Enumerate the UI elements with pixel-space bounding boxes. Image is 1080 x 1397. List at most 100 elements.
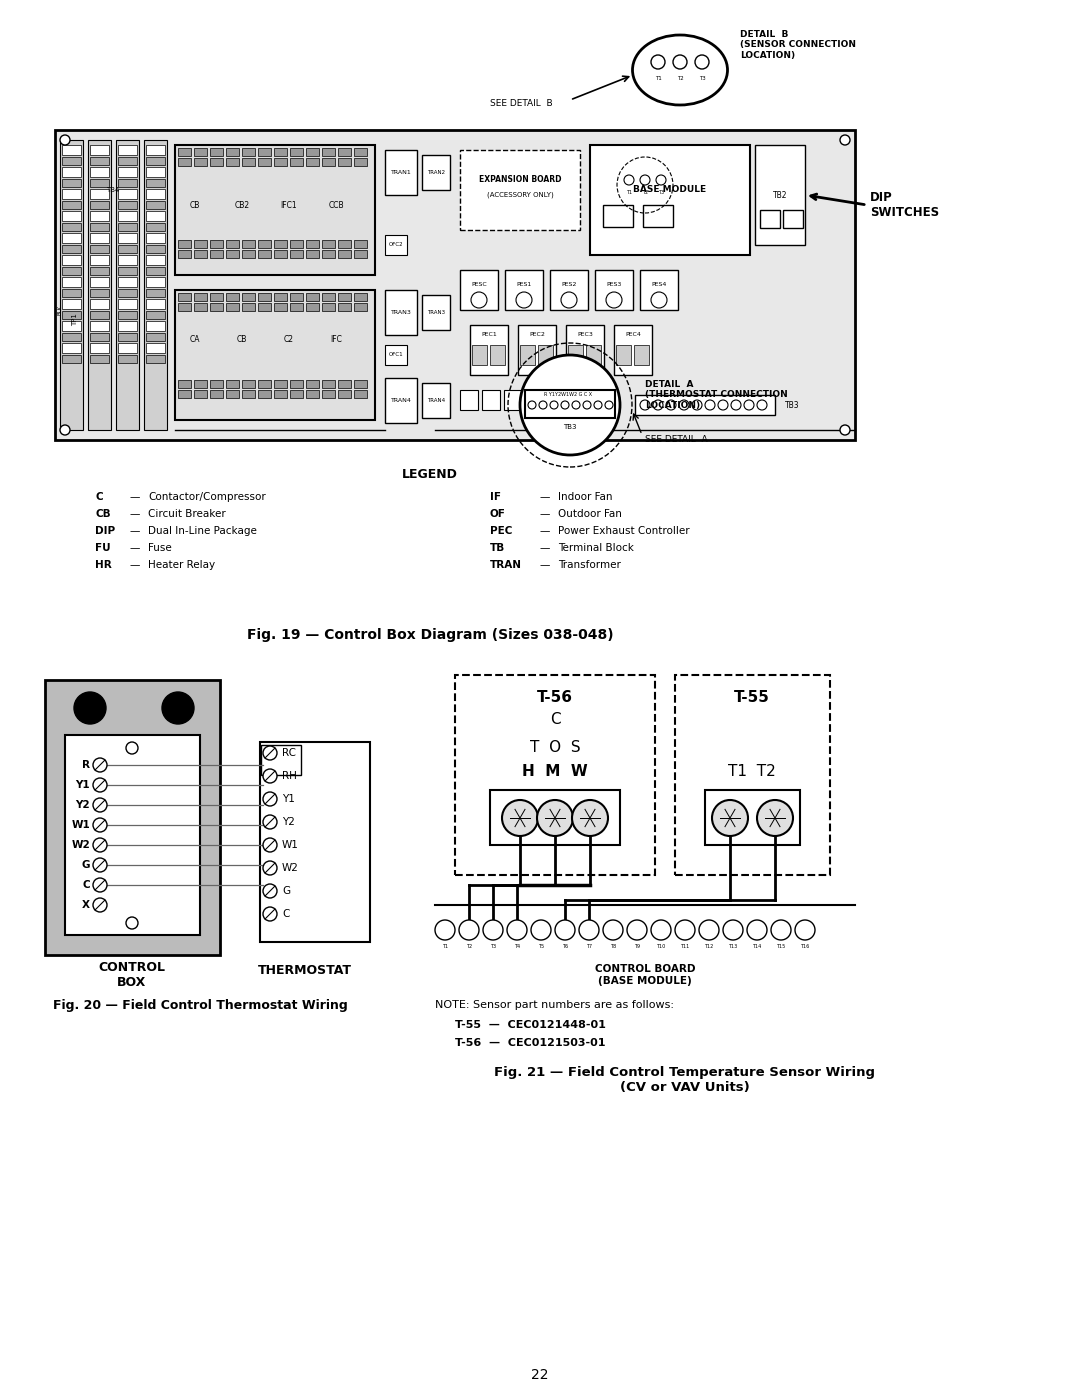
Text: —: — <box>130 527 140 536</box>
Bar <box>118 312 137 319</box>
Bar <box>640 270 678 310</box>
Circle shape <box>264 814 276 828</box>
Bar <box>242 158 255 166</box>
Bar <box>146 355 165 363</box>
Text: C: C <box>95 492 103 502</box>
Text: W2: W2 <box>282 863 299 873</box>
Text: Y1: Y1 <box>76 780 90 789</box>
Bar <box>65 735 200 935</box>
Bar <box>384 345 407 365</box>
Text: PES1: PES1 <box>516 282 531 288</box>
Bar <box>322 240 335 249</box>
Bar <box>60 140 83 430</box>
Bar <box>242 250 255 258</box>
Bar <box>210 293 222 300</box>
Bar <box>90 344 109 353</box>
Bar <box>118 211 137 221</box>
Circle shape <box>471 292 487 307</box>
Text: —: — <box>130 509 140 520</box>
Bar <box>470 326 508 374</box>
Text: IFC: IFC <box>330 335 342 345</box>
Bar <box>146 224 165 231</box>
Bar <box>226 148 239 156</box>
Circle shape <box>507 921 527 940</box>
Bar <box>354 148 367 156</box>
Bar <box>274 380 287 388</box>
Bar <box>306 293 319 300</box>
Bar <box>338 380 351 388</box>
Bar <box>62 244 81 253</box>
Bar <box>322 303 335 312</box>
Bar <box>291 303 303 312</box>
Bar <box>460 390 478 409</box>
Text: T3: T3 <box>490 944 496 950</box>
Bar <box>194 240 207 249</box>
Text: DETAIL  A
(THERMOSTAT CONNECTION
LOCATION): DETAIL A (THERMOSTAT CONNECTION LOCATION… <box>645 380 787 409</box>
Text: CB: CB <box>237 335 247 345</box>
Bar <box>146 179 165 187</box>
Text: T12: T12 <box>704 944 714 950</box>
Text: PEC2: PEC2 <box>529 332 545 338</box>
Text: TRAN: TRAN <box>490 560 522 570</box>
Text: W1: W1 <box>71 820 90 830</box>
Circle shape <box>93 819 107 833</box>
Text: T-55  —  CEC0121448-01: T-55 — CEC0121448-01 <box>455 1020 606 1030</box>
Circle shape <box>572 401 580 409</box>
Bar <box>45 680 220 956</box>
Text: W1: W1 <box>282 840 299 849</box>
Circle shape <box>594 401 602 409</box>
Text: —: — <box>540 560 550 570</box>
Bar <box>538 345 553 365</box>
Bar <box>118 168 137 177</box>
Bar <box>242 380 255 388</box>
Bar <box>291 148 303 156</box>
Text: IFC1: IFC1 <box>281 201 297 210</box>
Bar <box>586 345 600 365</box>
Bar <box>643 205 673 226</box>
Ellipse shape <box>633 35 728 105</box>
Bar <box>384 291 417 335</box>
Text: Outdoor Fan: Outdoor Fan <box>558 509 622 520</box>
Circle shape <box>579 921 599 940</box>
Bar <box>90 145 109 155</box>
Bar <box>603 205 633 226</box>
Bar <box>146 267 165 275</box>
Bar <box>62 277 81 286</box>
Bar <box>338 303 351 312</box>
Text: TRAN3: TRAN3 <box>427 310 445 314</box>
Bar <box>455 675 654 875</box>
Bar <box>258 390 271 398</box>
Bar <box>226 380 239 388</box>
Circle shape <box>561 292 577 307</box>
Text: —: — <box>540 492 550 502</box>
Bar <box>242 293 255 300</box>
Bar <box>90 233 109 243</box>
Text: TRAN4: TRAN4 <box>427 398 445 402</box>
Bar <box>291 250 303 258</box>
Text: DIP: DIP <box>95 527 116 536</box>
Bar <box>226 303 239 312</box>
Bar <box>322 380 335 388</box>
Text: T-55: T-55 <box>734 690 770 704</box>
Bar <box>118 244 137 253</box>
Bar <box>291 390 303 398</box>
Text: T15: T15 <box>777 944 785 950</box>
Circle shape <box>264 907 276 921</box>
Text: PES2: PES2 <box>562 282 577 288</box>
Bar <box>242 303 255 312</box>
Text: T3: T3 <box>699 75 705 81</box>
Bar <box>322 250 335 258</box>
Text: T14: T14 <box>753 944 761 950</box>
Bar <box>118 267 137 275</box>
Circle shape <box>75 692 106 724</box>
Text: TB: TB <box>490 543 505 553</box>
Circle shape <box>264 746 276 760</box>
Text: DIP
SWITCHES: DIP SWITCHES <box>870 191 940 219</box>
Bar <box>526 390 544 409</box>
Text: T8: T8 <box>610 944 616 950</box>
Bar <box>354 158 367 166</box>
Bar <box>322 158 335 166</box>
Circle shape <box>699 921 719 940</box>
Text: Transformer: Transformer <box>558 560 621 570</box>
Text: T4: T4 <box>514 944 521 950</box>
